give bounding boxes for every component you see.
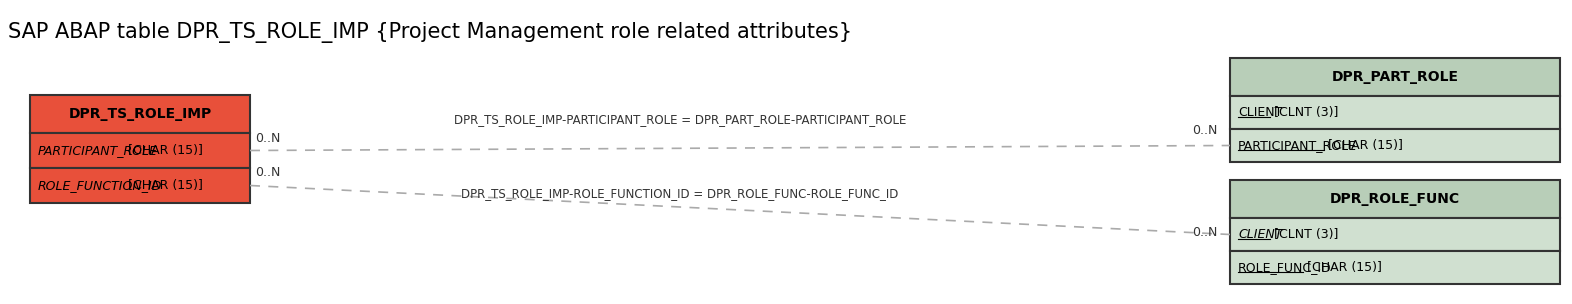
Text: DPR_TS_ROLE_IMP-ROLE_FUNCTION_ID = DPR_ROLE_FUNC-ROLE_FUNC_ID: DPR_TS_ROLE_IMP-ROLE_FUNCTION_ID = DPR_R… [461,187,899,200]
Text: DPR_TS_ROLE_IMP-PARTICIPANT_ROLE = DPR_PART_ROLE-PARTICIPANT_ROLE: DPR_TS_ROLE_IMP-PARTICIPANT_ROLE = DPR_P… [454,113,905,126]
Text: [CLNT (3)]: [CLNT (3)] [1270,228,1339,241]
FancyBboxPatch shape [30,168,250,203]
FancyBboxPatch shape [1229,180,1559,218]
Text: PARTICIPANT_ROLE: PARTICIPANT_ROLE [1239,139,1357,152]
Text: CLIENT: CLIENT [1239,106,1283,119]
Text: ROLE_FUNCTION_ID: ROLE_FUNCTION_ID [38,179,162,192]
Text: [CHAR (15)]: [CHAR (15)] [1324,139,1404,152]
Text: 0..N: 0..N [1192,125,1217,137]
Text: DPR_TS_ROLE_IMP: DPR_TS_ROLE_IMP [68,107,212,121]
Text: CLIENT: CLIENT [1239,228,1283,241]
Text: 0..N: 0..N [1192,226,1217,239]
FancyBboxPatch shape [1229,251,1559,284]
Text: 0..N: 0..N [255,167,280,179]
FancyBboxPatch shape [30,95,250,133]
Text: 0..N: 0..N [255,132,280,144]
FancyBboxPatch shape [1229,58,1559,96]
FancyBboxPatch shape [30,133,250,168]
Text: [CHAR (15)]: [CHAR (15)] [124,179,203,192]
Text: DPR_PART_ROLE: DPR_PART_ROLE [1331,70,1459,84]
Text: [CHAR (15)]: [CHAR (15)] [1303,261,1382,274]
FancyBboxPatch shape [1229,96,1559,129]
Text: DPR_ROLE_FUNC: DPR_ROLE_FUNC [1330,192,1460,206]
Text: PARTICIPANT_ROLE: PARTICIPANT_ROLE [38,144,157,157]
Text: ROLE_FUNC_ID: ROLE_FUNC_ID [1239,261,1331,274]
Text: [CHAR (15)]: [CHAR (15)] [124,144,203,157]
FancyBboxPatch shape [1229,129,1559,162]
Text: SAP ABAP table DPR_TS_ROLE_IMP {Project Management role related attributes}: SAP ABAP table DPR_TS_ROLE_IMP {Project … [8,22,852,43]
Text: [CLNT (3)]: [CLNT (3)] [1270,106,1339,119]
FancyBboxPatch shape [1229,218,1559,251]
